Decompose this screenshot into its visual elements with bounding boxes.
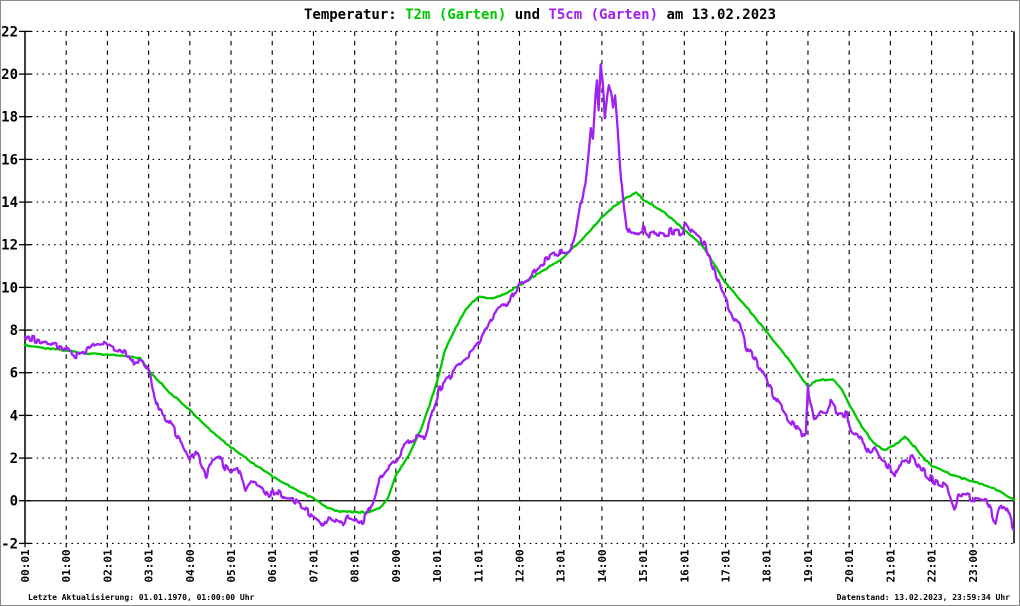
x-tick-label: 02:01: [101, 549, 114, 582]
y-tick-label: 14: [1, 195, 18, 211]
title-series-t2m-label: T2m (Garten): [405, 7, 506, 23]
x-tick-label: 03:01: [143, 549, 156, 582]
x-tick-label: 19:01: [802, 549, 815, 582]
title-conjunction: und: [506, 7, 548, 23]
plot-area: -2 0 2 4 6 8 10 12 14 16 18 20 22 00:01 01:00 02:01 03:0…: [1, 24, 1016, 583]
footer-data-timestamp: Datenstand: 13.02.2023, 23:59:34 Uhr: [837, 593, 1011, 602]
y-tick-label: 10: [1, 280, 18, 296]
x-tick-label: 09:00: [390, 549, 403, 582]
chart-title: Temperatur: T2m (Garten) und T5cm (Garte…: [304, 7, 776, 23]
x-tick-label: 21:01: [884, 549, 897, 582]
x-tick-label: 14:00: [596, 549, 609, 582]
x-tick-label: 11:01: [472, 549, 485, 582]
x-tick-label: 04:00: [184, 549, 197, 582]
title-prefix: Temperatur:: [304, 7, 405, 23]
y-tick-label: -2: [1, 536, 18, 552]
x-tick-label: 07:01: [307, 549, 320, 582]
x-tick-label: 05:01: [225, 549, 238, 582]
x-tick-label: 10:01: [431, 549, 444, 582]
y-tick-label: 16: [1, 152, 18, 168]
title-series-t5cm-label: T5cm (Garten): [548, 7, 658, 23]
y-tick-label: 20: [1, 67, 18, 83]
x-tick-label: 22:01: [926, 549, 939, 582]
y-tick-label: 12: [1, 238, 18, 254]
y-tick-label: 4: [10, 408, 18, 424]
x-tick-label: 13:01: [555, 549, 568, 582]
x-tick-label: 01:00: [60, 549, 73, 582]
y-tick-label: 0: [10, 494, 18, 510]
title-suffix: am 13.02.2023: [658, 7, 776, 23]
y-tick-label: 2: [10, 451, 18, 467]
y-tick-label: 6: [10, 366, 18, 382]
y-tick-label: 22: [1, 24, 18, 40]
x-tick-label: 17:01: [720, 549, 733, 582]
x-tick-label: 00:01: [19, 549, 32, 582]
x-tick-label: 15:01: [637, 549, 650, 582]
y-tick-label: 8: [10, 323, 18, 339]
x-tick-label: 18:01: [761, 549, 774, 582]
x-tick-label: 16:01: [678, 549, 691, 582]
x-tick-label: 23:00: [967, 549, 980, 582]
x-tick-label: 08:01: [349, 549, 362, 582]
x-tick-label: 20:01: [843, 549, 856, 582]
x-tick-label: 06:01: [266, 549, 279, 582]
y-tick-label: 18: [1, 110, 18, 126]
x-tick-label: 12:00: [514, 549, 527, 582]
footer-last-update: Letzte Aktualisierung: 01.01.1970, 01:00…: [28, 592, 255, 602]
series-t5cm-line: [23, 63, 1015, 531]
